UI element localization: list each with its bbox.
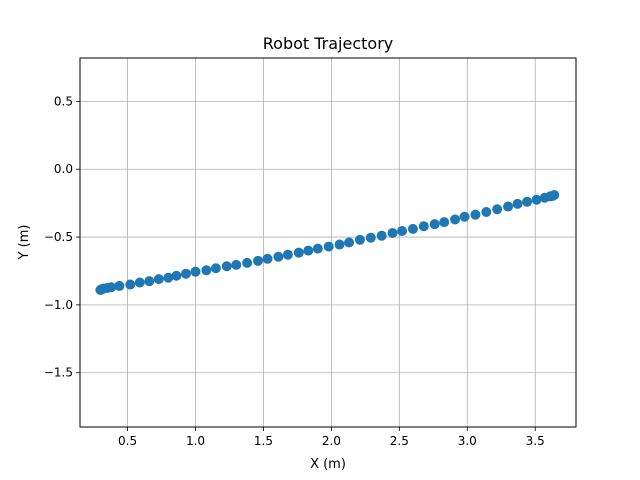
trajectory-point — [253, 255, 264, 266]
trajectory-point — [439, 217, 450, 228]
grid — [80, 58, 576, 427]
trajectory-point — [397, 225, 408, 236]
trajectory-point — [114, 280, 125, 291]
x-tick-label: 1.0 — [186, 434, 205, 448]
trajectory-point — [549, 190, 560, 201]
trajectory-point — [418, 221, 429, 232]
x-axis-ticks: 0.5 1.0 1.5 2.0 2.5 3.0 3.5 — [118, 427, 545, 448]
trajectory-point — [282, 249, 293, 260]
trajectory-point — [221, 261, 232, 272]
chart-title: Robot Trajectory — [263, 34, 394, 53]
trajectory-point — [293, 247, 304, 258]
trajectory-point — [503, 201, 514, 212]
y-tick-label: 0.5 — [54, 94, 73, 108]
trajectory-point — [470, 209, 481, 220]
trajectory-point — [323, 241, 334, 252]
trajectory-point — [262, 253, 273, 264]
trajectory-point — [407, 223, 418, 234]
trajectory-point — [303, 245, 314, 256]
trajectory-points — [95, 190, 560, 295]
trajectory-point — [459, 211, 470, 222]
x-axis-label: X (m) — [310, 457, 346, 472]
plot-frame — [79, 57, 577, 428]
trajectory-point — [344, 237, 355, 248]
trajectory-point — [231, 259, 242, 270]
trajectory-point — [312, 243, 323, 254]
x-tick-label: 1.5 — [254, 434, 273, 448]
y-tick-label: −1.0 — [44, 298, 73, 312]
x-tick-label: 0.5 — [118, 434, 137, 448]
x-tick-label: 2.0 — [322, 434, 341, 448]
trajectory-point — [273, 251, 284, 262]
y-tick-label: −1.5 — [44, 366, 73, 380]
trajectory-point — [334, 239, 345, 250]
trajectory-point — [354, 234, 365, 245]
trajectory-point — [481, 206, 492, 217]
trajectory-point — [365, 232, 376, 243]
trajectory-point — [180, 268, 191, 279]
trajectory-point — [144, 276, 155, 287]
trajectory-point — [163, 272, 174, 283]
trajectory-point — [376, 230, 387, 241]
trajectory-point — [210, 263, 221, 274]
x-tick-label: 3.0 — [458, 434, 477, 448]
trajectory-point — [522, 196, 533, 207]
x-tick-label: 2.5 — [390, 434, 409, 448]
trajectory-point — [242, 257, 253, 268]
trajectory-point — [531, 194, 542, 205]
trajectory-point — [190, 266, 201, 277]
trajectory-point — [153, 274, 164, 285]
trajectory-point — [492, 204, 503, 215]
trajectory-point — [134, 277, 145, 288]
trajectory-point — [450, 214, 461, 225]
x-tick-label: 3.5 — [526, 434, 545, 448]
y-tick-label: −0.5 — [44, 230, 73, 244]
trajectory-point — [106, 282, 117, 293]
y-axis-label: Y (m) — [17, 225, 32, 261]
y-tick-label: 0.0 — [54, 162, 73, 176]
trajectory-point — [201, 265, 212, 276]
trajectory-point — [429, 219, 440, 230]
trajectory-point — [512, 198, 523, 209]
trajectory-point — [387, 228, 398, 239]
y-axis-ticks: 0.5 0.0 −0.5 −1.0 −1.5 — [44, 94, 80, 380]
trajectory-point — [125, 279, 136, 290]
trajectory-point — [171, 270, 182, 281]
